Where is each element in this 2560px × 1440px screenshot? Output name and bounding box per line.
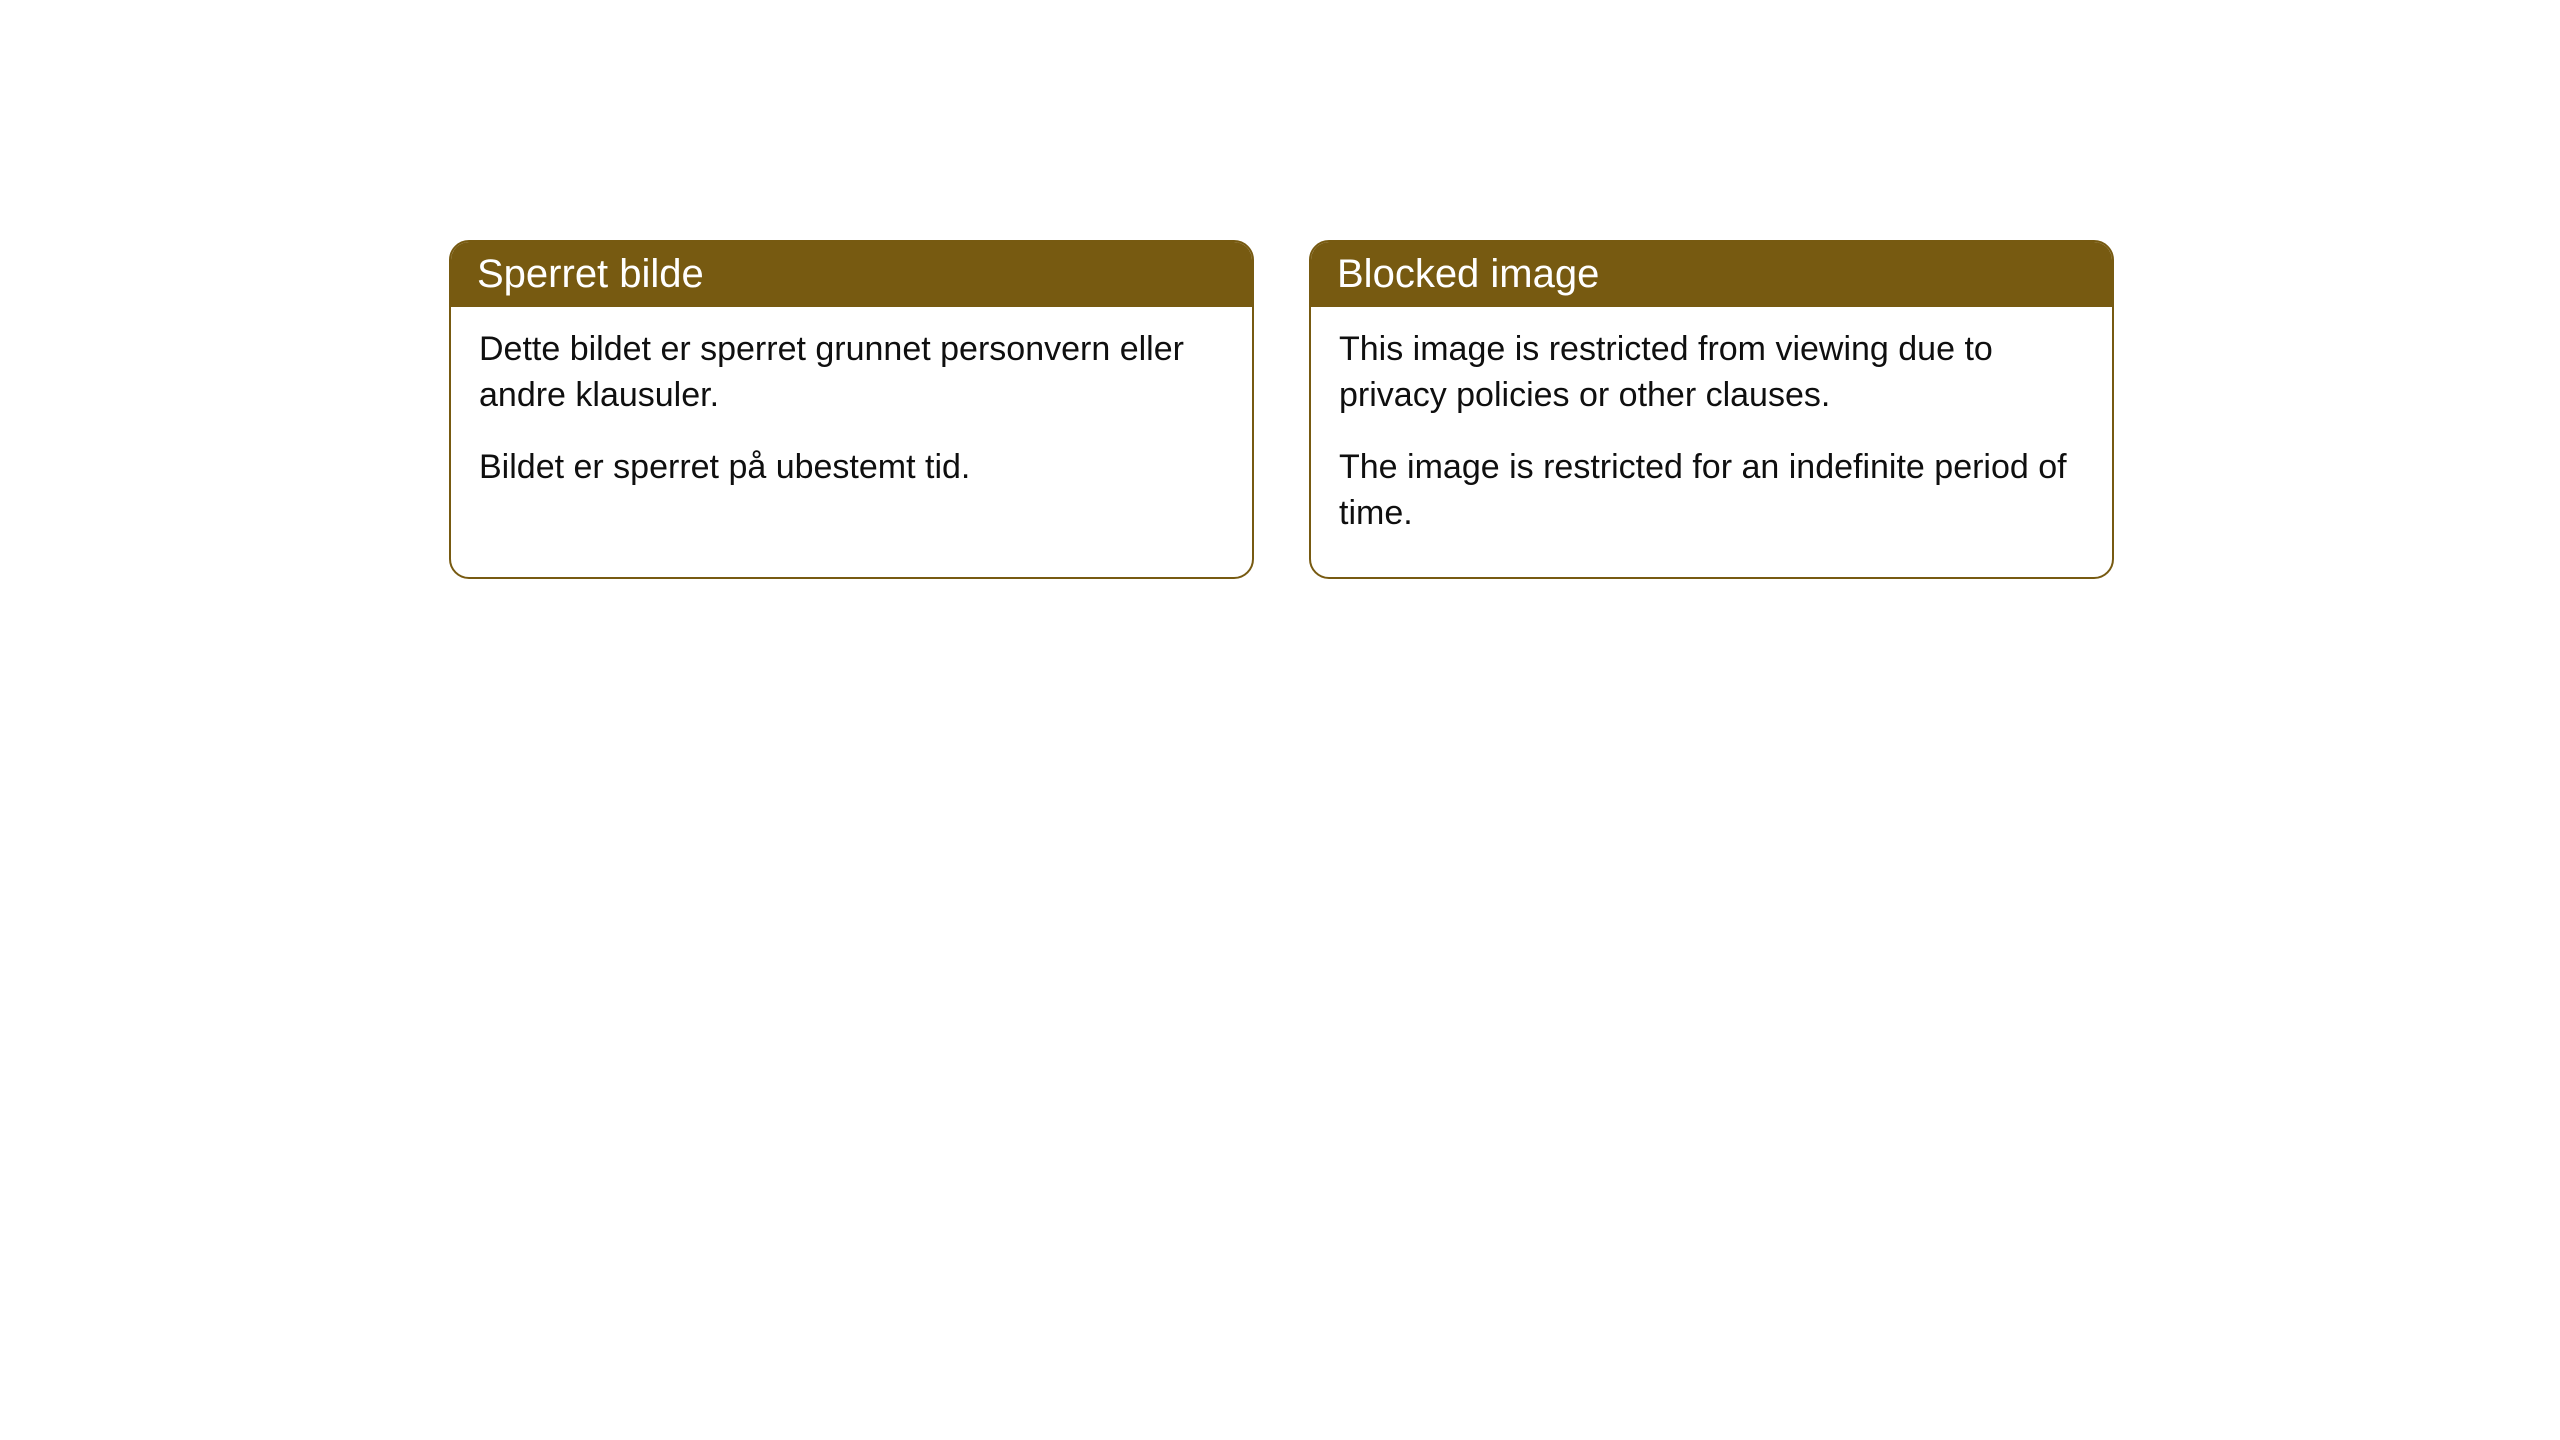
card-body-norwegian: Dette bildet er sperret grunnet personve… (451, 307, 1252, 531)
cards-container: Sperret bilde Dette bildet er sperret gr… (449, 240, 2114, 579)
card-body-english: This image is restricted from viewing du… (1311, 307, 2112, 577)
card-paragraph-2-norwegian: Bildet er sperret på ubestemt tid. (479, 445, 1224, 491)
card-paragraph-1-norwegian: Dette bildet er sperret grunnet personve… (479, 327, 1224, 419)
card-paragraph-2-english: The image is restricted for an indefinit… (1339, 445, 2084, 537)
card-title-norwegian: Sperret bilde (477, 252, 704, 296)
card-header-english: Blocked image (1311, 242, 2112, 307)
card-title-english: Blocked image (1337, 252, 1599, 296)
card-paragraph-1-english: This image is restricted from viewing du… (1339, 327, 2084, 419)
card-norwegian: Sperret bilde Dette bildet er sperret gr… (449, 240, 1254, 579)
card-header-norwegian: Sperret bilde (451, 242, 1252, 307)
card-english: Blocked image This image is restricted f… (1309, 240, 2114, 579)
